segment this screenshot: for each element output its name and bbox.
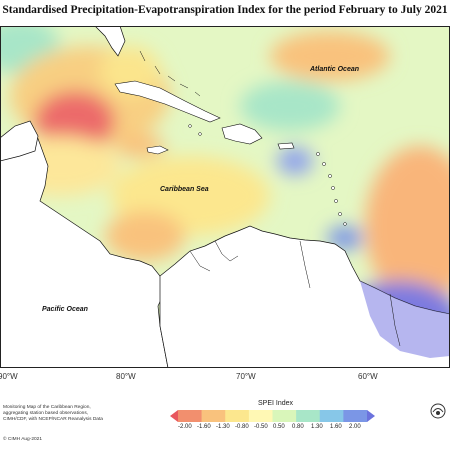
bahamas: [139, 50, 201, 97]
hispaniola: [221, 123, 263, 145]
legend-swatch-8: [343, 410, 368, 422]
coastline-detail: [189, 240, 401, 347]
jamaica: [146, 145, 169, 155]
legend-tick-label: 2.00: [349, 424, 361, 430]
legend-tick-label: -1.60: [197, 424, 211, 430]
south-america-wet-overlay: [360, 281, 450, 358]
legend-swatch-0: [170, 410, 178, 422]
longitude-tick-60w: 60°W: [358, 372, 378, 381]
legend-swatch-9: [367, 410, 375, 422]
atlantic-ocean-label: Atlantic Ocean: [309, 66, 359, 73]
data-credits: Monitoring Map of the Caribbean Region, …: [3, 405, 103, 422]
yucatan: [0, 120, 39, 162]
legend-colorbar: [170, 410, 375, 422]
legend-tick-label: -1.30: [216, 424, 230, 430]
central-america-land: [0, 130, 169, 368]
legend-swatch-2: [201, 410, 226, 422]
pacific-ocean-label: Pacific Ocean: [42, 306, 88, 313]
legend-tick-label: 1.60: [330, 424, 342, 430]
spei-map: Atlantic Ocean Caribbean Sea Pacific Oce…: [0, 26, 450, 368]
legend-swatch-5: [272, 410, 297, 422]
legend-tick-label: 0.50: [273, 424, 285, 430]
legend-tick-label: -0.80: [235, 424, 249, 430]
florida: [94, 26, 126, 57]
legend-swatch-7: [319, 410, 344, 422]
legend-swatch-4: [248, 410, 273, 422]
legend-tick-label: -2.00: [178, 424, 192, 430]
legend-swatch-3: [225, 410, 250, 422]
caribbean-sea-label: Caribbean Sea: [160, 186, 209, 193]
puerto-rico: [277, 142, 295, 150]
legend-tick-label: -0.50: [254, 424, 268, 430]
longitude-tick-80w: 80°W: [116, 372, 136, 381]
copyright-note: © CIMH Aug-2021: [3, 437, 42, 442]
legend-swatch-6: [296, 410, 321, 422]
map-title: Standardised Precipitation-Evapotranspir…: [2, 4, 448, 16]
legend-tick-label: 0.80: [292, 424, 304, 430]
longitude-tick-90w: 90°W: [0, 372, 18, 381]
legend-title: SPEI Index: [258, 400, 294, 407]
legend-tick-label: 1.30: [311, 424, 323, 430]
cuba: [114, 80, 221, 123]
lesser-antilles: [188, 124, 347, 226]
cimh-logo-icon: [430, 403, 446, 419]
legend-swatch-1: [178, 410, 202, 422]
longitude-tick-70w: 70°W: [236, 372, 256, 381]
